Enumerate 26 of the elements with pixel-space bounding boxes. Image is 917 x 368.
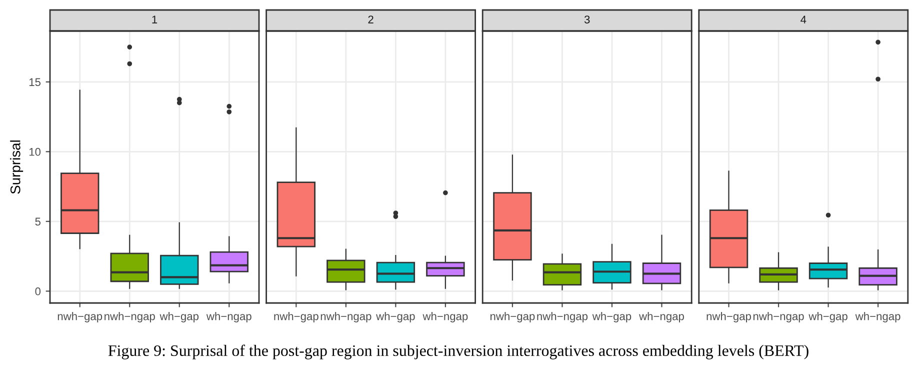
x-tick-label: wh−gap — [376, 312, 415, 322]
chart-title: 4 — [800, 16, 806, 24]
x-tick-label: wh−gap — [160, 312, 199, 322]
x-tick-label: nwh−ngap — [537, 312, 588, 322]
x-tick-label: nwh−gap — [274, 312, 318, 322]
y-axis-title: Surprisal — [10, 140, 24, 194]
x-tick-label: wh−gap — [808, 312, 848, 322]
x-tick-label: nwh−ngap — [104, 312, 155, 322]
x-tick-label: wh−gap — [592, 312, 632, 322]
x-tick-label: nwh−ngap — [753, 312, 804, 322]
x-tick-label: wh−ngap — [855, 312, 900, 322]
y-tick-label: 5 — [35, 218, 41, 226]
caption: Figure 9: Surprisal of the post-gap region in subject-inversion interrogatives across embedding levels (BERT) — [108, 344, 808, 360]
x-tick-label: nwh−gap — [58, 312, 102, 322]
x-tick-label: nwh−gap — [706, 312, 751, 322]
y-tick-label: 10 — [29, 148, 41, 156]
chart-title: 1 — [152, 16, 158, 24]
chart-title: 2 — [368, 16, 374, 24]
x-tick-label: wh−ngap — [422, 312, 468, 322]
chart-title: 3 — [584, 16, 590, 24]
x-tick-label: wh−ngap — [639, 312, 684, 322]
x-tick-label: nwh−gap — [490, 312, 535, 322]
y-tick-label: 15 — [29, 78, 41, 86]
x-tick-label: wh−ngap — [206, 312, 252, 322]
y-tick-label: 0 — [35, 287, 41, 296]
x-tick-label: nwh−ngap — [320, 312, 372, 322]
